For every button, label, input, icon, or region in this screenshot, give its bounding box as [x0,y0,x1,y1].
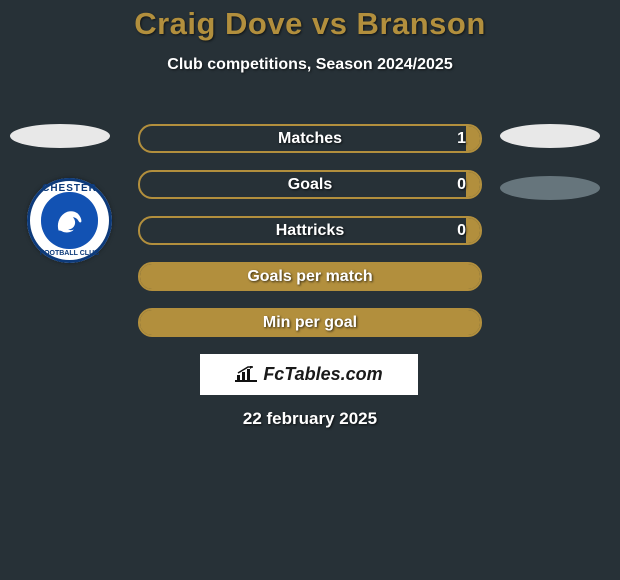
stat-bar-label: Matches [140,126,480,151]
fctables-logo-text: FcTables.com [263,364,382,385]
stat-bar: Matches1 [138,124,482,153]
fctables-logo: FcTables.com [200,354,418,395]
date-label: 22 february 2025 [0,409,620,429]
chart-icon [235,366,257,384]
club-badge-top-text: CHESTER [42,183,97,194]
page-subtitle: Club competitions, Season 2024/2025 [0,56,620,74]
club-badge: CHESTER FOOTBALL CLUB [27,178,112,263]
stat-bar-label: Hattricks [140,218,480,243]
stat-bar: Min per goal [138,308,482,337]
page-title: Craig Dove vs Branson [0,0,620,42]
stat-bar: Goals per match [138,262,482,291]
stat-bar: Goals0 [138,170,482,199]
stat-bars: Matches1Goals0Hattricks0Goals per matchM… [138,124,482,354]
left-player-ellipse [10,124,110,148]
stat-bar-label: Min per goal [140,310,480,335]
stat-bar-value: 1 [457,126,466,151]
right-player-ellipse-bottom [500,176,600,200]
stat-bar-label: Goals per match [140,264,480,289]
stat-bar-label: Goals [140,172,480,197]
stat-bar-value: 0 [457,172,466,197]
club-badge-bottom-text: FOOTBALL CLUB [40,250,99,257]
stat-bar: Hattricks0 [138,216,482,245]
right-player-ellipse-top [500,124,600,148]
stat-bar-value: 0 [457,218,466,243]
